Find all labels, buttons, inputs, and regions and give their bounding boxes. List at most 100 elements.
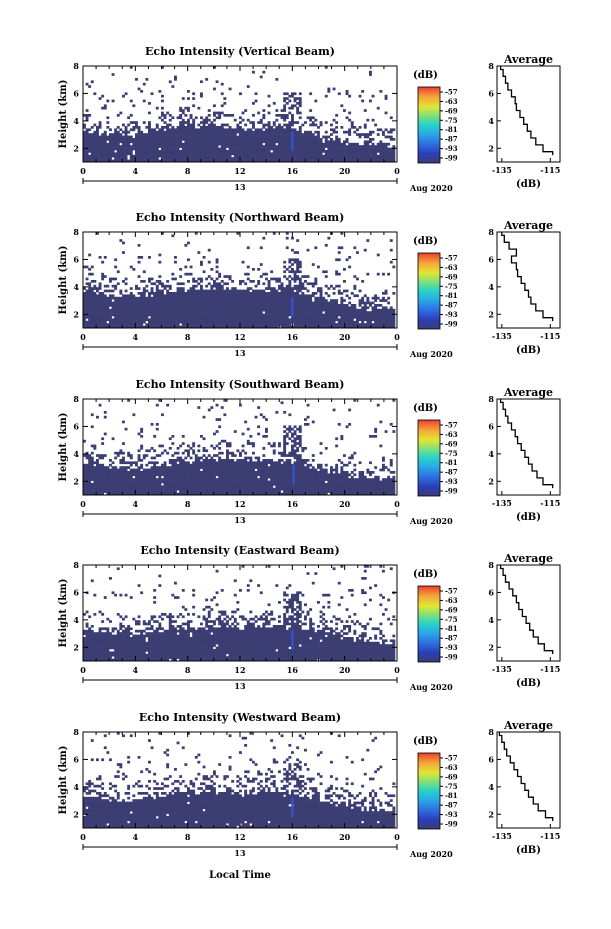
echo-cell	[241, 145, 245, 148]
echo-cell	[374, 306, 378, 310]
echo-cell	[192, 126, 196, 129]
echo-cell	[145, 463, 149, 467]
echo-cell	[153, 135, 157, 139]
echo-cell	[171, 320, 175, 324]
echo-cell	[153, 301, 157, 305]
echo-cell	[109, 304, 112, 307]
echo-cell	[150, 159, 154, 163]
echo-cell	[114, 159, 118, 163]
echo-cell	[309, 318, 313, 322]
echo-cell	[106, 323, 110, 326]
echo-cell	[249, 138, 253, 141]
echo-cell	[155, 461, 159, 465]
echo-cell	[343, 308, 346, 312]
echo-cell	[137, 150, 141, 153]
x-tick-label: 8	[185, 332, 191, 342]
echo-cell	[187, 135, 190, 139]
echo-cell	[137, 432, 141, 436]
echo-cell	[324, 142, 328, 146]
echo-cell	[85, 316, 89, 319]
echo-cell	[246, 154, 250, 158]
echo-cell	[241, 147, 245, 151]
echo-cell	[392, 138, 396, 141]
echo-cell	[384, 147, 388, 151]
echo-cell	[257, 292, 261, 295]
echo-cell	[132, 306, 136, 310]
echo-cell	[257, 306, 261, 310]
echo-cell	[88, 142, 92, 146]
echo-cell	[168, 471, 172, 474]
echo-cell	[389, 150, 393, 153]
echo-cell	[241, 289, 245, 293]
echo-cell	[215, 292, 219, 295]
echo-cell	[119, 480, 123, 484]
echo-cell	[213, 461, 216, 465]
echo-cell	[197, 478, 201, 481]
echo-cell	[187, 272, 190, 276]
echo-cell	[317, 313, 320, 317]
echo-cell	[337, 320, 341, 324]
echo-cell	[311, 306, 315, 310]
echo-cell	[109, 471, 112, 474]
echo-cell	[200, 135, 203, 139]
echo-cell	[275, 138, 279, 141]
echo-cell	[236, 306, 240, 310]
echo-cell	[283, 104, 287, 108]
echo-cell	[132, 478, 136, 481]
echo-cell	[155, 480, 159, 484]
echo-cell	[327, 287, 331, 290]
echo-cell	[98, 296, 102, 300]
echo-cell	[220, 468, 224, 472]
echo-cell	[155, 313, 159, 317]
echo-cell	[127, 492, 131, 496]
echo-cell	[254, 304, 258, 307]
echo-cell	[88, 471, 92, 474]
echo-cell	[220, 480, 224, 484]
echo-cell	[124, 133, 128, 136]
echo-cell	[168, 140, 172, 144]
echo-cell	[122, 251, 125, 254]
echo-cell	[174, 480, 177, 484]
echo-cell	[283, 99, 287, 103]
echo-cell	[161, 306, 164, 310]
echo-cell	[88, 299, 92, 302]
echo-cell	[168, 118, 172, 122]
echo-cell	[213, 311, 216, 314]
echo-cell	[306, 142, 310, 146]
echo-cell	[356, 316, 359, 319]
echo-cell	[249, 325, 253, 329]
echo-cell	[98, 475, 102, 479]
echo-cell	[280, 299, 284, 302]
echo-cell	[332, 147, 336, 151]
echo-cell	[197, 292, 201, 295]
echo-cell	[340, 323, 344, 326]
echo-cell	[161, 142, 164, 146]
echo-cell	[137, 157, 141, 160]
echo-cell	[267, 325, 271, 329]
echo-cell	[288, 325, 292, 329]
echo-cell	[111, 135, 115, 139]
echo-cell	[306, 294, 310, 298]
echo-cell	[272, 292, 276, 295]
echo-cell	[111, 473, 115, 477]
echo-cell	[345, 313, 349, 317]
echo-cell	[337, 313, 341, 317]
echo-cell	[262, 130, 266, 134]
echo-cell	[288, 265, 292, 269]
echo-cell	[145, 157, 149, 160]
echo-cell	[90, 463, 94, 467]
echo-cell	[210, 313, 214, 317]
echo-cell	[340, 246, 344, 250]
echo-cell	[220, 323, 224, 326]
echo-cell	[106, 154, 110, 158]
echo-cell	[168, 114, 172, 117]
echo-cell	[215, 306, 219, 310]
echo-cell	[330, 142, 333, 146]
echo-cell	[101, 485, 105, 489]
echo-cell	[207, 130, 211, 134]
echo-cell	[296, 268, 300, 271]
echo-cell	[174, 296, 177, 300]
echo-cell	[93, 306, 97, 310]
echo-cell	[161, 490, 164, 493]
echo-cell	[163, 318, 167, 322]
